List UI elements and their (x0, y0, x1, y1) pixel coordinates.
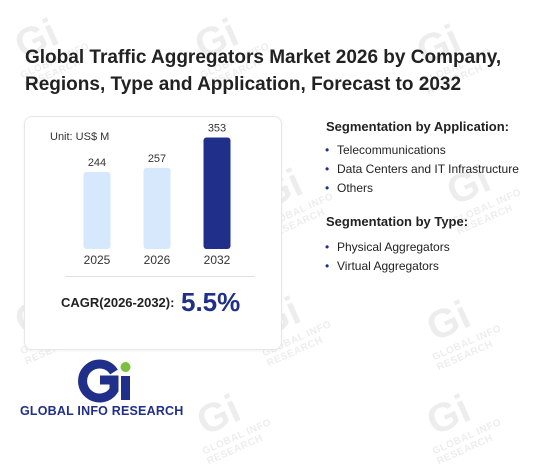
application-item: Data Centers and IT Infrastructure (324, 160, 519, 179)
gi-logo-icon (78, 359, 131, 403)
chart-card: Unit: US$ M 244 2025 257 2026 353 2032 CAGR(2… (24, 116, 282, 350)
application-item: Others (324, 179, 519, 198)
type-heading: Segmentation by Type: (326, 214, 469, 229)
bar-2026 (143, 167, 171, 249)
application-heading: Segmentation by Application: (326, 119, 509, 134)
type-list: Physical Aggregators Virtual Aggregators (324, 238, 450, 276)
logo-text: GLOBAL INFO RESEARCH (20, 404, 184, 418)
bar-2032 (203, 137, 231, 249)
bar-2025 (83, 171, 111, 249)
application-list: Telecommunications Data Centers and IT I… (324, 141, 519, 198)
page-title: Global Traffic Aggregators Market 2026 b… (25, 47, 502, 95)
application-item: Telecommunications (324, 141, 519, 160)
cagr-label: CAGR(2026-2032): (61, 295, 175, 310)
cagr-value: 5.5% (181, 287, 241, 317)
unit-label: Unit: US$ M (50, 131, 110, 143)
bar-value-label: 244 (88, 157, 106, 169)
company-logo: GLOBAL INFO RESEARCH (20, 359, 195, 422)
bar-value-label: 257 (148, 153, 166, 165)
x-tick-label: 2025 (84, 253, 111, 267)
x-tick-label: 2032 (204, 253, 231, 267)
type-item: Physical Aggregators (324, 238, 450, 257)
chart-divider (65, 276, 255, 277)
type-item: Virtual Aggregators (324, 257, 450, 276)
bar-value-label: 353 (208, 123, 226, 135)
bar-chart: 244 2025 257 2026 353 2032 (83, 123, 231, 267)
x-tick-label: 2026 (144, 253, 171, 267)
